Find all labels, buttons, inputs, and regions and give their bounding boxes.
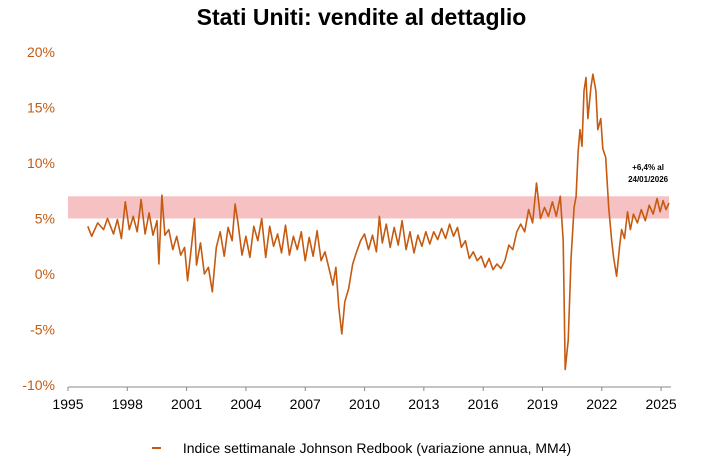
target-band-layer (68, 196, 669, 219)
x-tick-label: 2001 (171, 396, 202, 412)
y-tick-label: 10% (27, 155, 55, 171)
y-tick-label: 20% (27, 44, 55, 60)
y-tick-label: -10% (22, 377, 55, 393)
x-tick-label: 1998 (112, 396, 143, 412)
y-tick-label: 15% (27, 100, 55, 116)
annotation-line-1: +6,4% al (632, 163, 664, 172)
x-tick-label: 2019 (527, 396, 558, 412)
legend-swatch (151, 447, 161, 449)
annotation-layer: +6,4% al 24/01/2026 (628, 163, 669, 184)
x-tick-label: 2016 (468, 396, 499, 412)
chart-title: Stati Uniti: vendite al dettaglio (196, 4, 527, 30)
x-tick-label: 1995 (52, 396, 83, 412)
x-tick-label: 2022 (586, 396, 617, 412)
series-layer (87, 73, 670, 371)
x-tick-label: 2010 (349, 396, 380, 412)
x-tick-label: 2007 (290, 396, 321, 412)
legend-label: Indice settimanale Johnson Redbook (vari… (182, 440, 572, 456)
x-tick-label: 2004 (230, 396, 261, 412)
x-tick-label: 2025 (646, 396, 677, 412)
legend: Indice settimanale Johnson Redbook (vari… (0, 440, 723, 456)
x-tick-label: 2013 (408, 396, 439, 412)
y-tick-label: 5% (35, 211, 55, 227)
series-line (87, 73, 670, 371)
y-tick-label: -5% (30, 322, 55, 338)
annotation-line-2: 24/01/2026 (628, 175, 669, 184)
target-band (68, 196, 669, 219)
axes: 1995 1998 2001 2004 2007 2010 2013 2016 2019 2022… (22, 44, 677, 412)
y-tick-label: 0% (35, 266, 55, 282)
